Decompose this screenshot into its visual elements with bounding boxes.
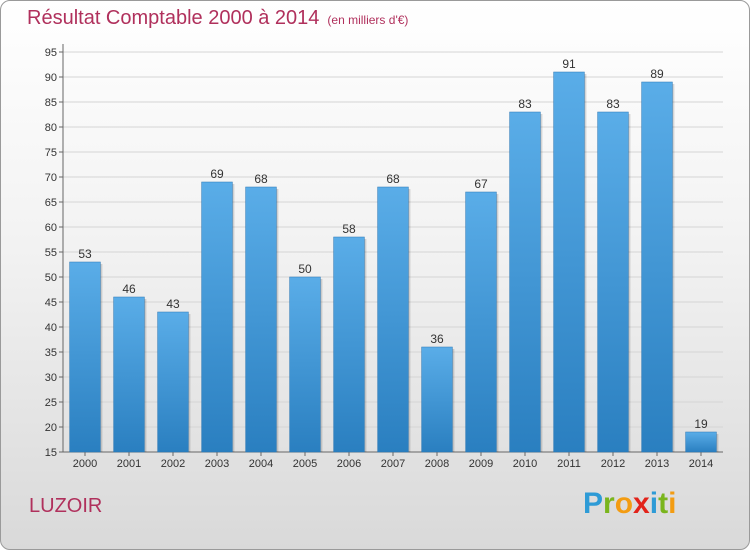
logo-letter: i <box>649 487 659 520</box>
x-tick-label: 2003 <box>205 458 229 470</box>
axes: 15 20 25 30 35 40 45 50 55 60 65 70 75 80 85 90 95 <box>45 44 723 459</box>
y-tick-label: 75 <box>45 147 57 159</box>
data-label: 53 <box>78 247 92 261</box>
x-tick-label: 2011 <box>557 458 581 470</box>
bar-2013 <box>641 81 673 453</box>
y-tick-label: 25 <box>45 397 57 409</box>
bar-2002 <box>157 311 189 453</box>
logo-letter: o <box>614 487 634 520</box>
data-label: 69 <box>210 167 224 181</box>
data-label: 19 <box>694 417 708 431</box>
bar-2014 <box>685 431 717 453</box>
data-label: 50 <box>298 262 312 276</box>
y-tick-label: 70 <box>45 172 57 184</box>
city-name: LUZOIR <box>29 495 103 517</box>
x-tick-label: 2007 <box>381 458 405 470</box>
data-label: 58 <box>342 222 356 236</box>
y-tick-label: 55 <box>45 247 57 259</box>
proxiti-logo: Proxiti <box>583 487 676 521</box>
x-tick-label: 2012 <box>601 458 625 470</box>
y-tick-label: 20 <box>45 422 57 434</box>
bar-2007 <box>377 186 409 453</box>
x-tick-label: 2004 <box>249 458 273 470</box>
data-label: 68 <box>254 172 268 186</box>
x-tick-label: 2010 <box>513 458 537 470</box>
x-tick-label: 2005 <box>293 458 317 470</box>
data-label: 83 <box>518 97 532 111</box>
y-tick-label: 60 <box>45 222 57 234</box>
x-tick-label: 2013 <box>645 458 669 470</box>
y-tick-label: 80 <box>45 122 57 134</box>
logo-letter: i <box>668 487 677 520</box>
bars <box>69 71 719 453</box>
data-label: 43 <box>166 297 180 311</box>
x-tick-label: 2006 <box>337 458 361 470</box>
bar-2012 <box>597 111 629 453</box>
y-tick-label: 40 <box>45 322 57 334</box>
data-label: 83 <box>606 97 620 111</box>
logo-letter: P <box>583 487 604 520</box>
y-tick-label: 30 <box>45 372 57 384</box>
bar-2001 <box>113 296 145 453</box>
data-label: 67 <box>474 177 488 191</box>
y-tick-label: 85 <box>45 97 57 109</box>
bar-2003 <box>201 181 233 453</box>
y-tick-label: 50 <box>45 272 57 284</box>
chart-title: Résultat Comptable 2000 à 2014 (en millie… <box>27 7 408 30</box>
data-label: 36 <box>430 332 444 346</box>
data-label: 46 <box>122 282 136 296</box>
bar-2010 <box>509 111 541 453</box>
y-tick-label: 35 <box>45 347 57 359</box>
bar-2006 <box>333 236 365 453</box>
bar-2004 <box>245 186 277 453</box>
y-tick-label: 90 <box>45 72 57 84</box>
logo-letter: r <box>603 487 615 520</box>
chart-unit-label: (en milliers d'€) <box>327 13 409 27</box>
data-label: 68 <box>386 172 400 186</box>
x-tick-label: 2014 <box>689 458 713 470</box>
y-tick-label: 45 <box>45 297 57 309</box>
x-tick-label: 2008 <box>425 458 449 470</box>
data-label: 89 <box>650 67 664 81</box>
labels: 53 2000 46 2001 43 2002 69 2003 68 2004 50 2005 58 20… <box>73 57 713 470</box>
x-tick-label: 2001 <box>117 458 141 470</box>
bar-2005 <box>289 276 321 453</box>
y-tick-label: 65 <box>45 197 57 209</box>
chart-title-text: Résultat Comptable 2000 à 2014 <box>27 7 320 29</box>
y-tick-label: 15 <box>45 447 57 459</box>
bar-2009 <box>465 191 497 453</box>
y-tick-label: 95 <box>45 47 57 59</box>
x-tick-label: 2002 <box>161 458 185 470</box>
data-label: 91 <box>562 57 576 71</box>
x-tick-label: 2009 <box>469 458 493 470</box>
bar-2008 <box>421 346 453 453</box>
logo-letter: t <box>658 487 669 520</box>
logo-letter: x <box>633 487 650 520</box>
bar-2000 <box>69 261 101 453</box>
x-tick-label: 2000 <box>73 458 97 470</box>
bar-2011 <box>553 71 585 453</box>
